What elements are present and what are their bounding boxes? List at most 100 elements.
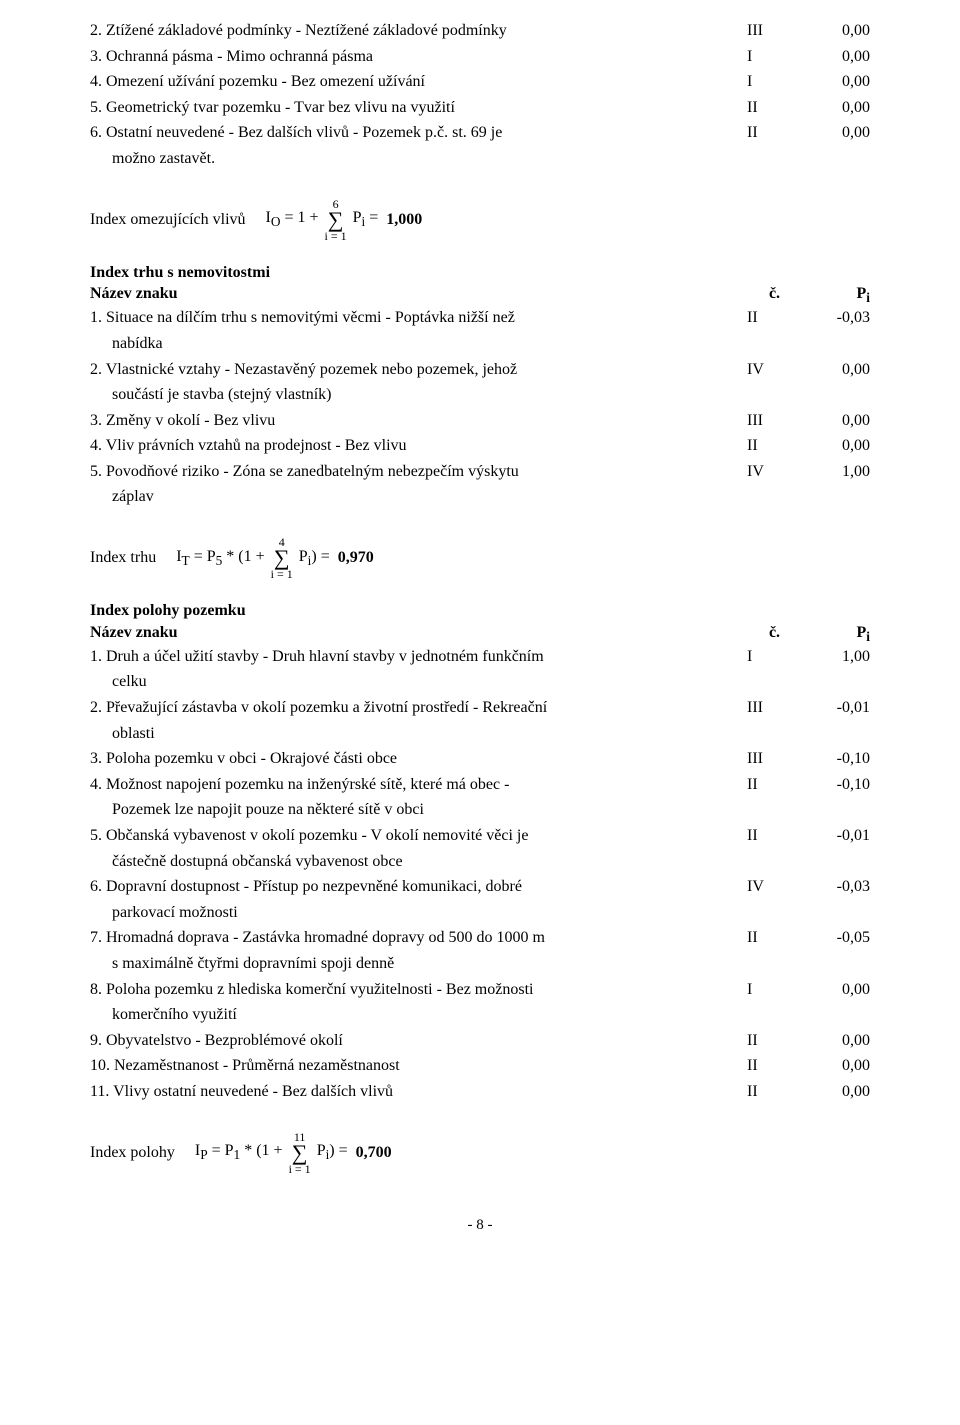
item-text: záplav (90, 486, 747, 508)
col-p: Pi (810, 622, 870, 646)
top-list: 2. Ztížené základové podmínky - Neztížen… (90, 20, 870, 170)
item-value: 0,00 (810, 1030, 870, 1052)
formula-poloha-expr: IP = P1 * (1 + 11 ∑ i = 1 Pi) = 0,700 (195, 1131, 392, 1175)
item-value: -0,10 (810, 774, 870, 796)
item-text: 8. Poloha pozemku z hlediska komerční vy… (90, 979, 747, 1001)
sum-bot: i = 1 (325, 230, 347, 242)
item-value: 0,00 (810, 410, 870, 432)
formula-result: 0,970 (338, 547, 374, 569)
list-item: celku (90, 671, 870, 693)
item-value: 1,00 (810, 461, 870, 483)
item-class: II (747, 307, 810, 329)
list-item: oblasti (90, 723, 870, 745)
item-class: III (747, 410, 810, 432)
col-p: Pi (810, 283, 870, 307)
list-item: 4. Vliv právních vztahů na prodejnost - … (90, 435, 870, 457)
item-text: součástí je stavba (stejný vlastník) (90, 384, 747, 406)
item-class: II (747, 435, 810, 457)
item-class: II (747, 774, 810, 796)
sum-block: 11 ∑ i = 1 (285, 1131, 315, 1175)
item-value: 0,00 (810, 71, 870, 93)
item-class: II (747, 927, 810, 949)
item-text: 2. Vlastnické vztahy - Nezastavěný pozem… (90, 359, 747, 381)
item-text: 4. Omezení užívání pozemku - Bez omezení… (90, 71, 747, 93)
item-text: 5. Geometrický tvar pozemku - Tvar bez v… (90, 97, 747, 119)
list-item: 3. Poloha pozemku v obci - Okrajové část… (90, 748, 870, 770)
item-class: II (747, 97, 810, 119)
item-class: I (747, 46, 810, 68)
item-value: 0,00 (810, 122, 870, 144)
formula-trh-expr: IT = P5 * (1 + 4 ∑ i = 1 Pi) = 0,970 (176, 536, 374, 580)
item-text: 6. Ostatní neuvedené - Bez dalších vlivů… (90, 122, 747, 144)
list-item: 2. Ztížené základové podmínky - Neztížen… (90, 20, 870, 42)
list-item: komerčního využití (90, 1004, 870, 1026)
sum-block: 6 ∑ i = 1 (321, 198, 351, 242)
list-item: 3. Změny v okolí - Bez vlivuIII0,00 (90, 410, 870, 432)
item-class: IV (747, 461, 810, 483)
list-item: 5. Občanská vybavenost v okolí pozemku -… (90, 825, 870, 847)
item-text: 2. Ztížené základové podmínky - Neztížen… (90, 20, 747, 42)
item-value: -0,10 (810, 748, 870, 770)
trh-list: 1. Situace na dílčím trhu s nemovitými v… (90, 307, 870, 508)
formula-tail: Pi = (353, 207, 379, 231)
section-poloha-title: Index polohy pozemku (90, 600, 870, 622)
item-value: -0,01 (810, 697, 870, 719)
item-class: II (747, 1081, 810, 1103)
item-text: 5. Občanská vybavenost v okolí pozemku -… (90, 825, 747, 847)
list-item: 2. Převažující zástavba v okolí pozemku … (90, 697, 870, 719)
item-text: 5. Povodňové riziko - Zóna se zanedbatel… (90, 461, 747, 483)
sigma-icon: ∑ (292, 1142, 308, 1164)
formula-lead: IO = 1 + (266, 207, 319, 231)
formula-lead: IT = P5 * (1 + (176, 546, 264, 570)
sigma-icon: ∑ (274, 547, 290, 569)
list-item: 4. Omezení užívání pozemku - Bez omezení… (90, 71, 870, 93)
list-item: nabídka (90, 333, 870, 355)
list-item: 11. Vlivy ostatní neuvedené - Bez dalšíc… (90, 1081, 870, 1103)
formula-result: 0,700 (356, 1142, 392, 1164)
item-text: parkovací možnosti (90, 902, 747, 924)
col-c: č. (747, 622, 810, 644)
sigma-icon: ∑ (328, 209, 344, 231)
sum-bot: i = 1 (271, 568, 293, 580)
item-text: nabídka (90, 333, 747, 355)
item-text: 11. Vlivy ostatní neuvedené - Bez dalšíc… (90, 1081, 747, 1103)
list-item: 4. Možnost napojení pozemku na inženýrsk… (90, 774, 870, 796)
formula-tail: Pi) = (299, 546, 330, 570)
sum-block: 4 ∑ i = 1 (267, 536, 297, 580)
item-value: 0,00 (810, 359, 870, 381)
list-item: 6. Dopravní dostupnost - Přístup po nezp… (90, 876, 870, 898)
item-text: s maximálně čtyřmi dopravními spoji denn… (90, 953, 747, 975)
item-text: komerčního využití (90, 1004, 747, 1026)
item-text: 3. Změny v okolí - Bez vlivu (90, 410, 747, 432)
item-value: 0,00 (810, 435, 870, 457)
item-text: 3. Ochranná pásma - Mimo ochranná pásma (90, 46, 747, 68)
item-text: 3. Poloha pozemku v obci - Okrajové část… (90, 748, 747, 770)
item-class: I (747, 71, 810, 93)
item-text: 6. Dopravní dostupnost - Přístup po nezp… (90, 876, 747, 898)
section-trh-title: Index trhu s nemovitostmi (90, 262, 870, 284)
item-class: IV (747, 876, 810, 898)
formula-poloha: Index polohy IP = P1 * (1 + 11 ∑ i = 1 P… (90, 1131, 870, 1175)
list-item: s maximálně čtyřmi dopravními spoji denn… (90, 953, 870, 975)
list-item: 3. Ochranná pásma - Mimo ochranná pásmaI… (90, 46, 870, 68)
item-text: 1. Druh a účel užití stavby - Druh hlavn… (90, 646, 747, 668)
item-class: I (747, 979, 810, 1001)
list-item: 7. Hromadná doprava - Zastávka hromadné … (90, 927, 870, 949)
item-text: Pozemek lze napojit pouze na některé sít… (90, 799, 747, 821)
list-item: Pozemek lze napojit pouze na některé sít… (90, 799, 870, 821)
list-item: 10. Nezaměstnanost - Průměrná nezaměstna… (90, 1055, 870, 1077)
table-header: Název znaku č. Pi (90, 622, 870, 646)
poloha-list: 1. Druh a účel užití stavby - Druh hlavn… (90, 646, 870, 1103)
item-class: III (747, 697, 810, 719)
list-item: součástí je stavba (stejný vlastník) (90, 384, 870, 406)
formula-poloha-label: Index polohy (90, 1142, 195, 1164)
item-value: 0,00 (810, 20, 870, 42)
item-text: 4. Vliv právních vztahů na prodejnost - … (90, 435, 747, 457)
item-text: celku (90, 671, 747, 693)
col-name: Název znaku (90, 283, 747, 305)
item-class: II (747, 1055, 810, 1077)
list-item: 8. Poloha pozemku z hlediska komerční vy… (90, 979, 870, 1001)
item-class: II (747, 1030, 810, 1052)
item-text: 10. Nezaměstnanost - Průměrná nezaměstna… (90, 1055, 747, 1077)
item-text: možno zastavět. (90, 148, 747, 170)
